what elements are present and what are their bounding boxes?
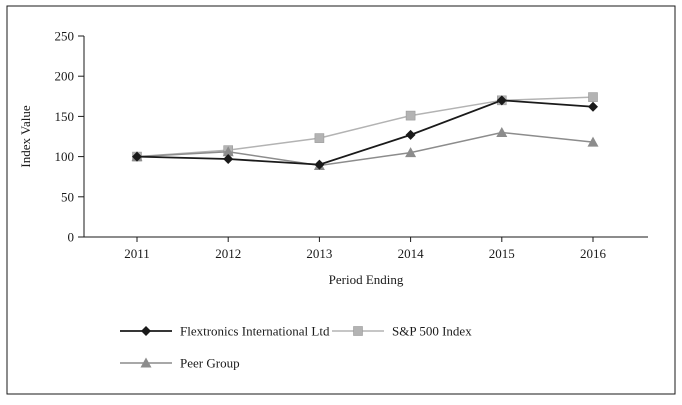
legend-label-flextronics-international-ltd: Flextronics International Ltd	[180, 324, 330, 339]
triangle-marker-icon	[140, 357, 152, 368]
triangle-marker-icon	[496, 126, 508, 137]
x-tick-label: 2011	[124, 246, 150, 261]
triangle-marker-icon	[587, 136, 599, 147]
legend-label-s-p-500-index: S&P 500 Index	[392, 324, 472, 339]
x-tick-label: 2012	[215, 246, 241, 261]
diamond-marker-icon	[405, 129, 416, 140]
y-axis-label: Index Value	[18, 105, 33, 167]
diamond-marker-icon	[314, 159, 325, 170]
series-line-s-p-500-index	[136, 96, 594, 158]
x-tick-label: 2016	[580, 246, 607, 261]
figure-border	[6, 5, 676, 395]
x-axis-label: Period Ending	[329, 272, 404, 287]
diamond-marker-icon	[141, 326, 151, 336]
square-marker-icon	[353, 326, 363, 336]
y-tick-label: 250	[55, 29, 75, 44]
x-tick-label: 2014	[398, 246, 425, 261]
series-line-flextronics-international-ltd	[136, 99, 594, 166]
diamond-marker-icon	[132, 151, 142, 162]
square-marker-icon	[588, 92, 598, 102]
triangle-marker-icon	[222, 146, 234, 157]
y-tick-label: 100	[55, 149, 75, 164]
y-tick-label: 50	[61, 189, 74, 204]
y-tick-label: 200	[55, 69, 75, 84]
y-tick-label: 0	[68, 230, 75, 245]
diamond-marker-icon	[588, 101, 598, 112]
square-marker-icon	[405, 110, 416, 121]
diamond-marker-icon	[223, 154, 234, 165]
triangle-marker-icon	[405, 147, 417, 158]
y-tick-label: 150	[55, 109, 75, 124]
series-line-peer-group	[136, 131, 594, 167]
diamond-marker-icon	[496, 95, 507, 106]
legend-label-peer-group: Peer Group	[180, 356, 240, 371]
x-tick-label: 2015	[489, 246, 515, 261]
x-tick-label: 2013	[306, 246, 332, 261]
square-marker-icon	[314, 133, 325, 143]
